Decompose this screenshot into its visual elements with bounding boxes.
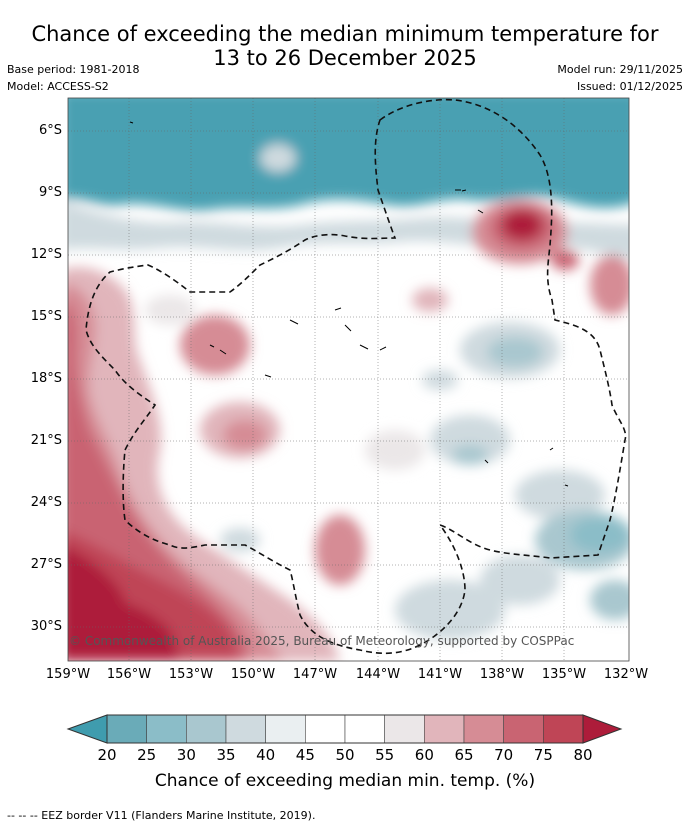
map-title: Chance of exceeding the median minimum t… <box>0 22 690 70</box>
lat-label: 30°S <box>30 619 62 634</box>
colorbar-segment <box>106 714 147 744</box>
colorbar-tick-label: 65 <box>454 746 474 764</box>
title-line-1: Chance of exceeding the median minimum t… <box>31 22 659 46</box>
colorbar-segment <box>384 714 425 744</box>
colorbar-tick-label: 70 <box>494 746 514 764</box>
colorbar-tick-label: 75 <box>533 746 553 764</box>
probability-field <box>68 98 629 661</box>
model-name: Model: ACCESS-S2 <box>7 80 109 93</box>
lat-label: 12°S <box>30 247 62 262</box>
lon-label: 132°W <box>603 667 649 682</box>
colorbar-segment <box>424 714 465 744</box>
colorbar-tick-label: 55 <box>375 746 395 764</box>
title-line-2: 13 to 26 December 2025 <box>213 46 477 70</box>
colorbar-segment <box>225 714 266 744</box>
copyright-notice: © Commonwealth of Australia 2025, Bureau… <box>69 634 575 648</box>
map-frame <box>67 97 630 662</box>
colorbar-tick-label: 40 <box>256 746 276 764</box>
lon-label: 150°W <box>230 667 276 682</box>
issued-date: Issued: 01/12/2025 <box>576 80 683 93</box>
colorbar-segment <box>146 714 187 744</box>
lon-label: 141°W <box>417 667 463 682</box>
lon-label: 153°W <box>168 667 214 682</box>
colorbar-segment <box>265 714 306 744</box>
colorbar-segment <box>503 714 544 744</box>
colorbar-tick-label: 30 <box>176 746 196 764</box>
colorbar-tick-label: 35 <box>216 746 236 764</box>
lon-label: 156°W <box>106 667 152 682</box>
lat-label: 24°S <box>30 495 62 510</box>
colorbar-low-arrow <box>66 714 108 744</box>
lon-label: 147°W <box>292 667 338 682</box>
lat-label: 18°S <box>30 371 62 386</box>
colorbar-segment <box>344 714 385 744</box>
colorbar-tick-label: 80 <box>573 746 593 764</box>
colorbar-segment <box>543 714 584 744</box>
colorbar-tick-label: 60 <box>414 746 434 764</box>
lon-label: 135°W <box>541 667 587 682</box>
colorbar-segment <box>463 714 504 744</box>
model-run: Model run: 29/11/2025 <box>557 63 683 76</box>
meta-right: Model run: 29/11/2025 Issued: 01/12/2025 <box>557 61 683 95</box>
colorbar-tick-label: 50 <box>335 746 355 764</box>
lon-label: 144°W <box>355 667 401 682</box>
base-period: Base period: 1981-2018 <box>7 63 140 76</box>
islands <box>129 121 569 487</box>
colorbar-segment <box>305 714 346 744</box>
colorbar-tick-label: 45 <box>295 746 315 764</box>
lat-label: 15°S <box>30 309 62 324</box>
lat-label: 21°S <box>30 433 62 448</box>
lat-label: 6°S <box>38 123 62 138</box>
colorbar-tick-label: 25 <box>137 746 157 764</box>
colorbar <box>66 714 623 744</box>
eez-footnote: -- -- -- EEZ border V11 (Flanders Marine… <box>7 809 316 822</box>
lat-label: 9°S <box>38 185 62 200</box>
lon-label: 159°W <box>45 667 91 682</box>
lat-label: 27°S <box>30 557 62 572</box>
colorbar-segment <box>186 714 227 744</box>
lon-label: 138°W <box>479 667 525 682</box>
colorbar-high-arrow <box>582 714 623 744</box>
eez-borders <box>85 98 627 655</box>
colorbar-title: Chance of exceeding median min. temp. (%… <box>154 771 536 791</box>
colorbar-tick-label: 20 <box>97 746 117 764</box>
meta-left: Base period: 1981-2018 Model: ACCESS-S2 <box>7 61 139 95</box>
